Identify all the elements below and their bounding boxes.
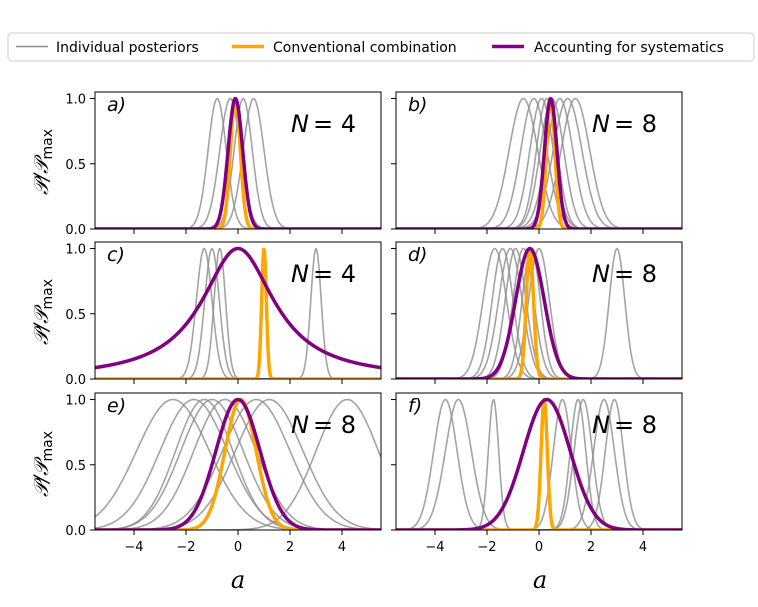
legend-label-individual: Individual posteriors xyxy=(56,40,199,56)
panel-label: b) xyxy=(408,94,427,116)
individual-posterior-8 xyxy=(396,247,682,379)
individual-posterior-4 xyxy=(396,97,682,229)
xtick-label: 2 xyxy=(587,540,595,555)
n-label-value: = 8 xyxy=(313,411,356,439)
ylabel-main: 𝒫/𝒫 xyxy=(29,154,53,195)
individual-posterior-6 xyxy=(396,247,682,379)
ylabel-row-3: 𝒫/𝒫max xyxy=(29,431,56,497)
ylabel-sub: max xyxy=(40,431,56,462)
panel-label: e) xyxy=(107,395,126,417)
ylabel-row-1: 𝒫/𝒫max xyxy=(29,129,56,195)
n-label: N = 8 xyxy=(592,110,657,138)
ytick-label: 0.5 xyxy=(65,459,86,474)
individual-posterior-2 xyxy=(396,97,682,229)
n-label-value: = 4 xyxy=(313,110,356,138)
xlabel-left: a xyxy=(231,566,245,594)
panel-c: 0.0 0.5 1.0 c) N = 4 xyxy=(65,241,382,388)
n-label-symbol: N xyxy=(592,260,610,288)
xtick-label: 2 xyxy=(286,540,294,555)
xtick-label: 0 xyxy=(234,540,242,555)
n-label-symbol: N xyxy=(592,411,610,439)
legend-frame xyxy=(7,32,755,62)
systematics-curve xyxy=(396,96,682,229)
individual-posterior-1 xyxy=(95,97,381,229)
panel-label: f) xyxy=(408,395,422,417)
ytick-label: 0.5 xyxy=(65,158,86,173)
panel-a: 0.0 0.5 1.0 a) N = 4 xyxy=(65,91,382,238)
n-label-value: = 8 xyxy=(614,260,657,288)
panel-label: d) xyxy=(408,244,427,266)
conventional-combination-curve xyxy=(396,246,682,379)
individual-posterior-4 xyxy=(396,398,682,530)
ylabel-row-2: 𝒫/𝒫max xyxy=(29,279,56,345)
legend-label-systematics: Accounting for systematics xyxy=(534,40,724,56)
n-label: N = 8 xyxy=(592,260,657,288)
curves xyxy=(95,96,381,229)
xtick-label: −2 xyxy=(176,540,195,555)
xtick-label: 4 xyxy=(639,540,647,555)
panel-e: 0.0 0.5 1.0 −4 −2 0 2 4 e) N = 8 xyxy=(65,392,382,555)
svg-text:𝒫/𝒫max: 𝒫/𝒫max xyxy=(29,431,56,497)
xtick-label: −4 xyxy=(425,540,444,555)
n-label-symbol: N xyxy=(291,260,309,288)
systematics-curve xyxy=(95,96,381,229)
panel-d: d) N = 8 xyxy=(391,241,683,384)
svg-text:𝒫/𝒫max: 𝒫/𝒫max xyxy=(29,129,56,195)
xlabel-right: a xyxy=(533,566,547,594)
ylabel-main: 𝒫/𝒫 xyxy=(29,456,53,497)
xtick-label: −2 xyxy=(477,540,496,555)
ytick-label: 0.0 xyxy=(65,223,86,238)
n-label-symbol: N xyxy=(291,110,309,138)
xtick-label: 4 xyxy=(338,540,346,555)
panel-b: b) N = 8 xyxy=(391,91,683,234)
ylabel-main: 𝒫/𝒫 xyxy=(29,304,53,345)
n-label-value: = 8 xyxy=(614,110,657,138)
individual-posterior-4 xyxy=(95,97,381,229)
systematics-curve xyxy=(396,246,682,379)
legend-label-conventional: Conventional combination xyxy=(273,40,457,56)
individual-posterior-2 xyxy=(396,398,682,530)
individual-posterior-5 xyxy=(396,247,682,379)
conventional-combination-curve xyxy=(95,397,381,530)
individual-posterior-3 xyxy=(396,97,682,229)
conventional-combination-curve xyxy=(396,97,682,229)
n-label: N = 8 xyxy=(291,411,356,439)
n-label: N = 8 xyxy=(592,411,657,439)
systematics-curve xyxy=(95,246,381,370)
n-label-symbol: N xyxy=(291,411,309,439)
n-label: N = 4 xyxy=(291,110,356,138)
individual-posterior-7 xyxy=(396,247,682,379)
n-label: N = 4 xyxy=(291,260,356,288)
conventional-combination-curve xyxy=(396,398,682,530)
n-label-value: = 8 xyxy=(614,411,657,439)
n-label-value: = 4 xyxy=(313,260,356,288)
individual-posterior-8 xyxy=(396,398,682,530)
legend: Individual posteriors Conventional combi… xyxy=(7,32,755,62)
ytick-label: 1.0 xyxy=(65,394,86,409)
curves xyxy=(396,96,682,229)
svg-text:𝒫/𝒫max: 𝒫/𝒫max xyxy=(29,279,56,345)
individual-posterior-5 xyxy=(396,97,682,229)
xtick-label: −4 xyxy=(124,540,143,555)
xtick-label: 0 xyxy=(535,540,543,555)
ytick-label: 1.0 xyxy=(65,93,86,108)
n-label-symbol: N xyxy=(592,110,610,138)
ytick-label: 1.0 xyxy=(65,243,86,258)
individual-posterior-1 xyxy=(396,398,682,530)
ytick-label: 0.0 xyxy=(65,524,86,539)
panel-label: c) xyxy=(107,244,125,266)
ytick-label: 0.5 xyxy=(65,308,86,323)
panel-label: a) xyxy=(107,94,126,116)
ytick-label: 0.0 xyxy=(65,373,86,388)
ylabel-sub: max xyxy=(40,129,56,160)
ylabel-sub: max xyxy=(40,279,56,310)
panel-f: −4 −2 0 2 4 f) N = 8 xyxy=(391,392,683,555)
